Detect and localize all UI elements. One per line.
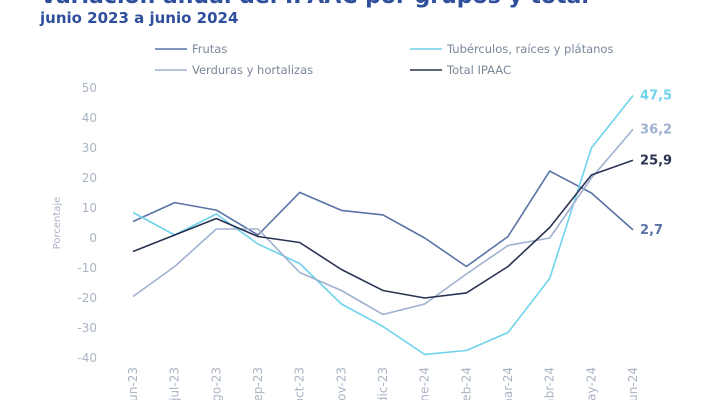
x-tick-label: mar-24 [501,367,515,400]
y-tick-label: 10 [82,201,97,215]
x-tick-label: ene-24 [418,367,432,400]
y-tick-label: 20 [82,171,97,185]
x-tick-label: abr-24 [543,367,557,400]
chart-title: Variación anual del IPAAC por grupos y t… [40,0,589,9]
x-tick-label: feb-24 [459,367,473,400]
y-tick-label: -40 [77,351,97,365]
y-tick-label: -20 [77,291,97,305]
x-tick-label: jun-23 [126,367,140,400]
end-label-frutas: 2,7 [640,223,663,238]
chart-subtitle: junio 2023 a junio 2024 [40,9,239,27]
y-tick-label: 0 [89,231,97,245]
x-tick-label: nov-23 [334,367,348,400]
legend-label: Frutas [192,42,227,56]
legend-item-tuberculos-raices-y-platanos: Tubérculos, raíces y plátanos [410,42,613,56]
legend: Frutas Tubérculos, raíces y plátanos Verdu… [155,42,613,77]
y-tick-label: -10 [77,261,97,275]
legend-item-total-ipaac: Total IPAAC [410,63,511,77]
y-tick-label: 50 [82,81,97,95]
series-lines [132,95,634,356]
legend-label: Tubérculos, raíces y plátanos [446,42,613,56]
x-tick-label: jun-24 [626,367,640,400]
series-line-verduras-y-hortalizas [132,128,634,316]
x-tick-label: dic-23 [376,367,390,400]
x-tick-label: oct-23 [293,367,307,400]
legend-label: Verduras y hortalizas [192,63,313,77]
series-line-tuberculos-raices-y-platanos [132,95,634,356]
x-tick-label: ago-23 [209,367,223,400]
y-axis-label: Porcentaje [52,197,63,250]
end-label-total-ipaac: 25,9 [640,153,672,168]
series-line-frutas [132,170,634,268]
end-label-tuberculos-raices-y-platanos: 47,5 [640,89,672,104]
y-axis: -40 -30 -20 -10 0 10 20 30 40 50 Porcentaje [52,81,97,365]
y-tick-label: -30 [77,321,97,335]
end-labels: 2,7 47,5 36,2 25,9 [640,89,672,238]
y-tick-label: 40 [82,111,97,125]
legend-label: Total IPAAC [446,63,511,77]
x-tick-label: jul-23 [168,367,182,400]
legend-item-verduras-y-hortalizas: Verduras y hortalizas [155,63,313,77]
x-tick-label: sep-23 [251,367,265,400]
end-label-verduras-y-hortalizas: 36,2 [640,122,672,137]
y-tick-label: 30 [82,141,97,155]
series-line-total-ipaac [132,159,634,299]
legend-item-frutas: Frutas [155,42,227,56]
x-tick-label: may-24 [584,367,598,400]
x-axis: jun-23 jul-23 ago-23 sep-23 oct-23 nov-23 dic-… [126,367,640,400]
